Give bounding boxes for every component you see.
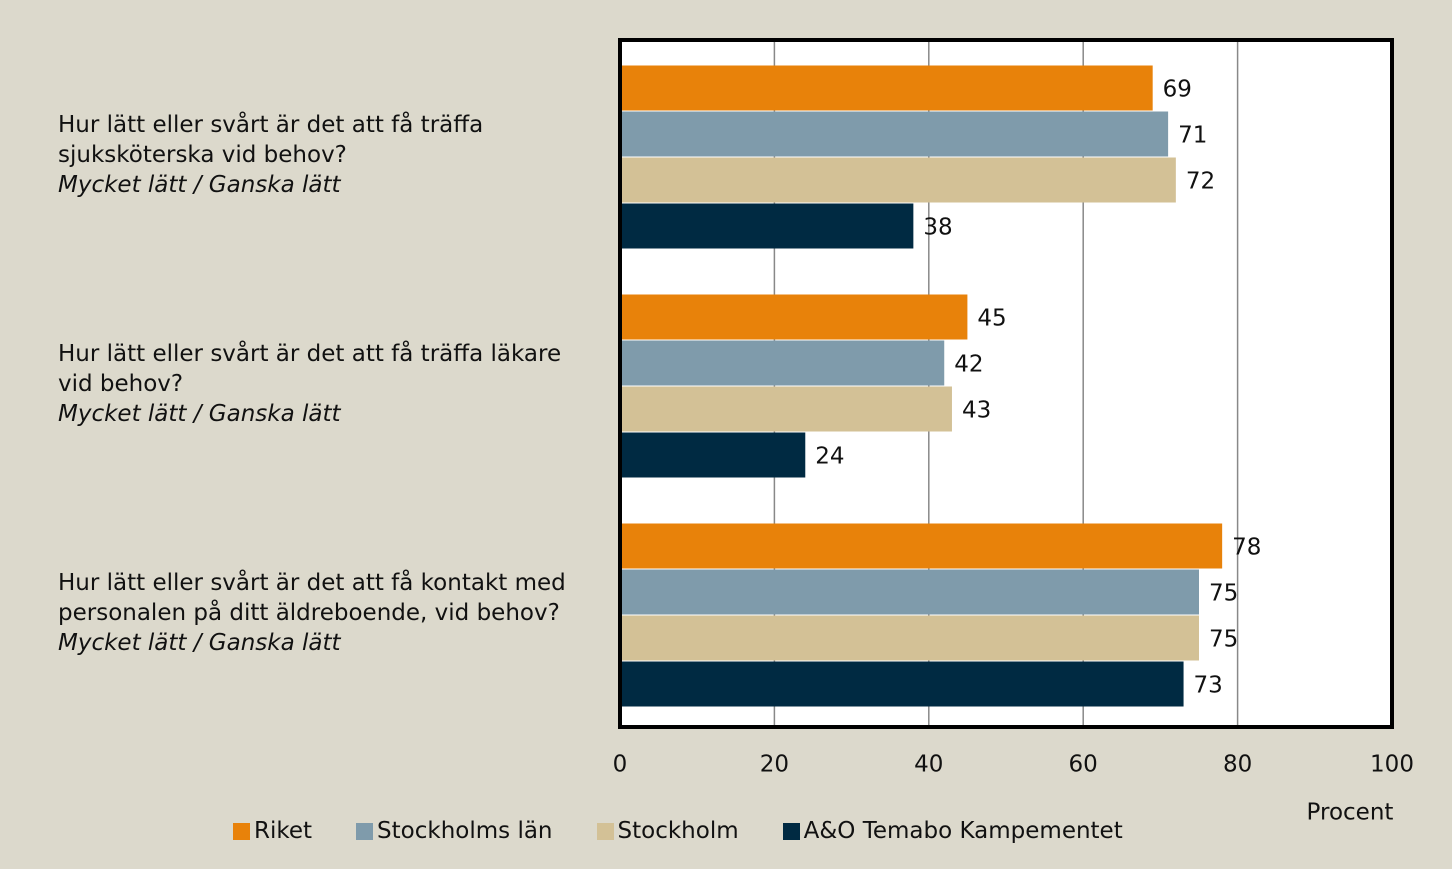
x-tick-label: 0 [613, 752, 628, 778]
data-label: 72 [1186, 169, 1215, 195]
bar [620, 569, 1199, 615]
data-label: 69 [1163, 77, 1192, 103]
bar [620, 65, 1153, 111]
x-tick-label: 100 [1370, 752, 1414, 778]
category-text: Hur lätt eller svårt är det att få konta… [58, 569, 566, 626]
data-label: 42 [954, 352, 983, 378]
x-tick-label: 20 [760, 752, 789, 778]
bar [620, 294, 968, 340]
legend-item: Riket [233, 818, 312, 844]
bar [620, 340, 945, 386]
bar [620, 386, 952, 432]
x-tick-label: 60 [1069, 752, 1098, 778]
bar [620, 523, 1223, 569]
bars: 69 71 72 38 45 42 43 24 78 75 75 73 [620, 65, 1261, 707]
plot-border [618, 38, 1394, 729]
category-subtitle: Mycket lätt / Ganska lätt [58, 629, 341, 656]
data-label: 43 [962, 398, 991, 424]
bar [620, 615, 1199, 661]
bar [620, 661, 1184, 707]
category-label: Hur lätt eller svårt är det att få träff… [58, 339, 598, 429]
legend-swatch [356, 822, 374, 840]
category-text: Hur lätt eller svårt är det att få träff… [58, 111, 484, 168]
x-axis-label: Procent [1307, 800, 1394, 826]
legend-label: Riket [254, 818, 313, 844]
legend-label: A&O Temabo Kampementet [803, 818, 1123, 844]
category-label: Hur lätt eller svårt är det att få konta… [58, 568, 598, 658]
x-tick-label: 40 [914, 752, 943, 778]
data-label: 71 [1178, 123, 1207, 149]
data-label: 75 [1209, 581, 1238, 607]
data-label: 38 [923, 215, 952, 241]
legend-label: Stockholms län [377, 818, 553, 844]
legend-item: Stockholms län [356, 818, 553, 844]
category-label: Hur lätt eller svårt är det att få träff… [58, 110, 598, 200]
data-label: 75 [1209, 627, 1238, 653]
data-label: 73 [1194, 673, 1223, 699]
data-label: 78 [1232, 535, 1261, 561]
category-subtitle: Mycket lätt / Ganska lätt [58, 171, 341, 198]
legend: Riket Stockholms län Stockholm A&O Temabo K… [233, 818, 1123, 844]
category-text: Hur lätt eller svårt är det att få träff… [58, 340, 562, 397]
legend-swatch [782, 822, 800, 840]
category-subtitle: Mycket lätt / Ganska lätt [58, 400, 341, 427]
bar [620, 157, 1176, 203]
legend-item: Stockholm [596, 818, 739, 844]
legend-label: Stockholm [617, 818, 739, 844]
bar [620, 203, 914, 249]
x-tick-label: 80 [1223, 752, 1252, 778]
data-label: 45 [977, 306, 1006, 332]
legend-item: A&O Temabo Kampementet [782, 818, 1123, 844]
bar [620, 432, 806, 478]
legend-swatch [233, 822, 250, 840]
bar [620, 111, 1169, 157]
data-label: 24 [815, 444, 844, 470]
legend-swatch [596, 822, 614, 840]
